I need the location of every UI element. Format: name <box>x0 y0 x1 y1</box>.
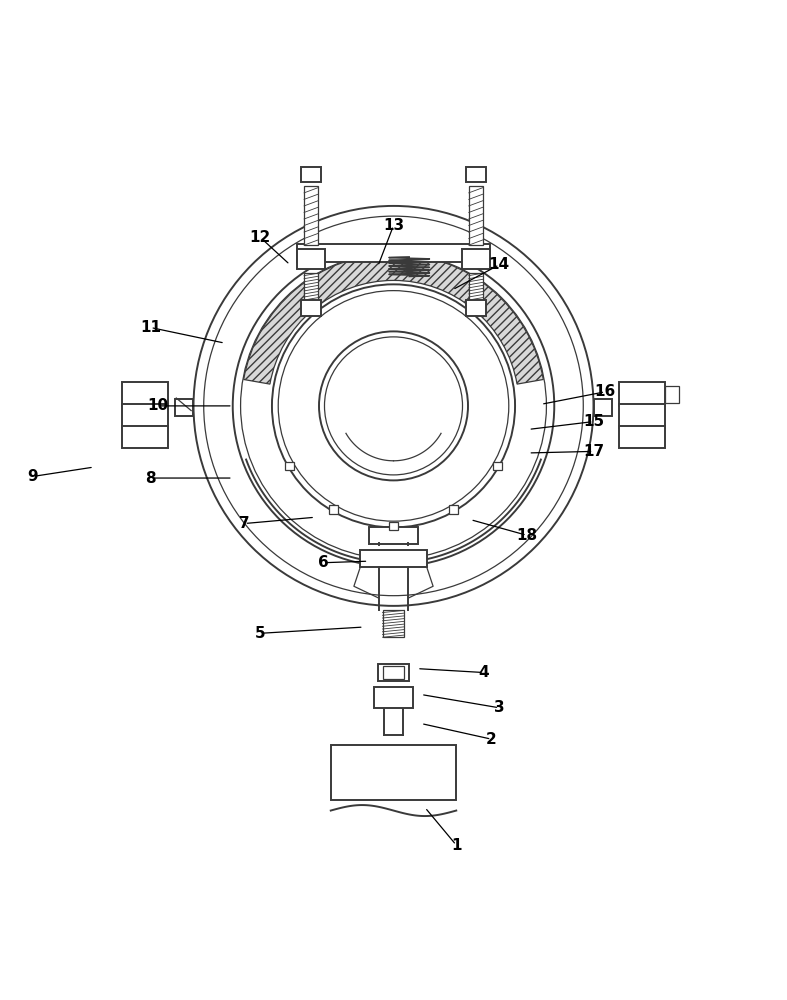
Bar <box>304 186 318 245</box>
Text: 9: 9 <box>28 469 38 484</box>
Bar <box>297 244 490 262</box>
Bar <box>122 426 168 448</box>
Bar <box>665 386 679 403</box>
Bar <box>449 505 458 514</box>
Text: 13: 13 <box>383 218 404 233</box>
Bar <box>469 186 483 245</box>
Bar <box>297 249 325 269</box>
Text: 17: 17 <box>583 444 604 459</box>
Bar <box>301 167 321 182</box>
Bar <box>329 505 338 514</box>
Bar <box>285 462 294 470</box>
Wedge shape <box>244 254 543 384</box>
Bar <box>301 300 321 316</box>
Text: 12: 12 <box>249 230 271 245</box>
Text: 14: 14 <box>489 257 510 272</box>
Text: 10: 10 <box>148 398 168 413</box>
Bar <box>331 745 456 800</box>
Text: 1: 1 <box>451 838 461 853</box>
Bar <box>619 426 665 448</box>
Text: 6: 6 <box>317 555 328 570</box>
Bar <box>466 300 486 316</box>
Bar <box>374 687 413 708</box>
Bar <box>382 610 405 637</box>
Bar <box>369 527 418 544</box>
Text: 2: 2 <box>486 732 497 747</box>
Text: 18: 18 <box>516 528 538 543</box>
Bar <box>383 666 404 679</box>
Text: 16: 16 <box>595 384 616 399</box>
Bar <box>594 399 611 416</box>
Text: 8: 8 <box>145 471 156 486</box>
Bar <box>122 404 168 428</box>
Text: 7: 7 <box>239 516 249 531</box>
Text: 4: 4 <box>478 665 489 680</box>
Text: 11: 11 <box>140 320 161 335</box>
Bar <box>122 382 168 406</box>
Bar <box>469 273 483 300</box>
Bar <box>466 167 486 182</box>
Bar <box>304 273 318 300</box>
Text: 15: 15 <box>583 414 604 429</box>
Bar <box>176 399 193 416</box>
Bar <box>619 382 665 406</box>
Bar <box>493 462 502 470</box>
Bar <box>390 522 397 530</box>
Bar <box>378 664 409 681</box>
Bar <box>619 404 665 428</box>
Bar <box>360 550 427 567</box>
Text: 3: 3 <box>494 700 504 715</box>
Bar <box>462 249 490 269</box>
Text: 5: 5 <box>255 626 265 641</box>
